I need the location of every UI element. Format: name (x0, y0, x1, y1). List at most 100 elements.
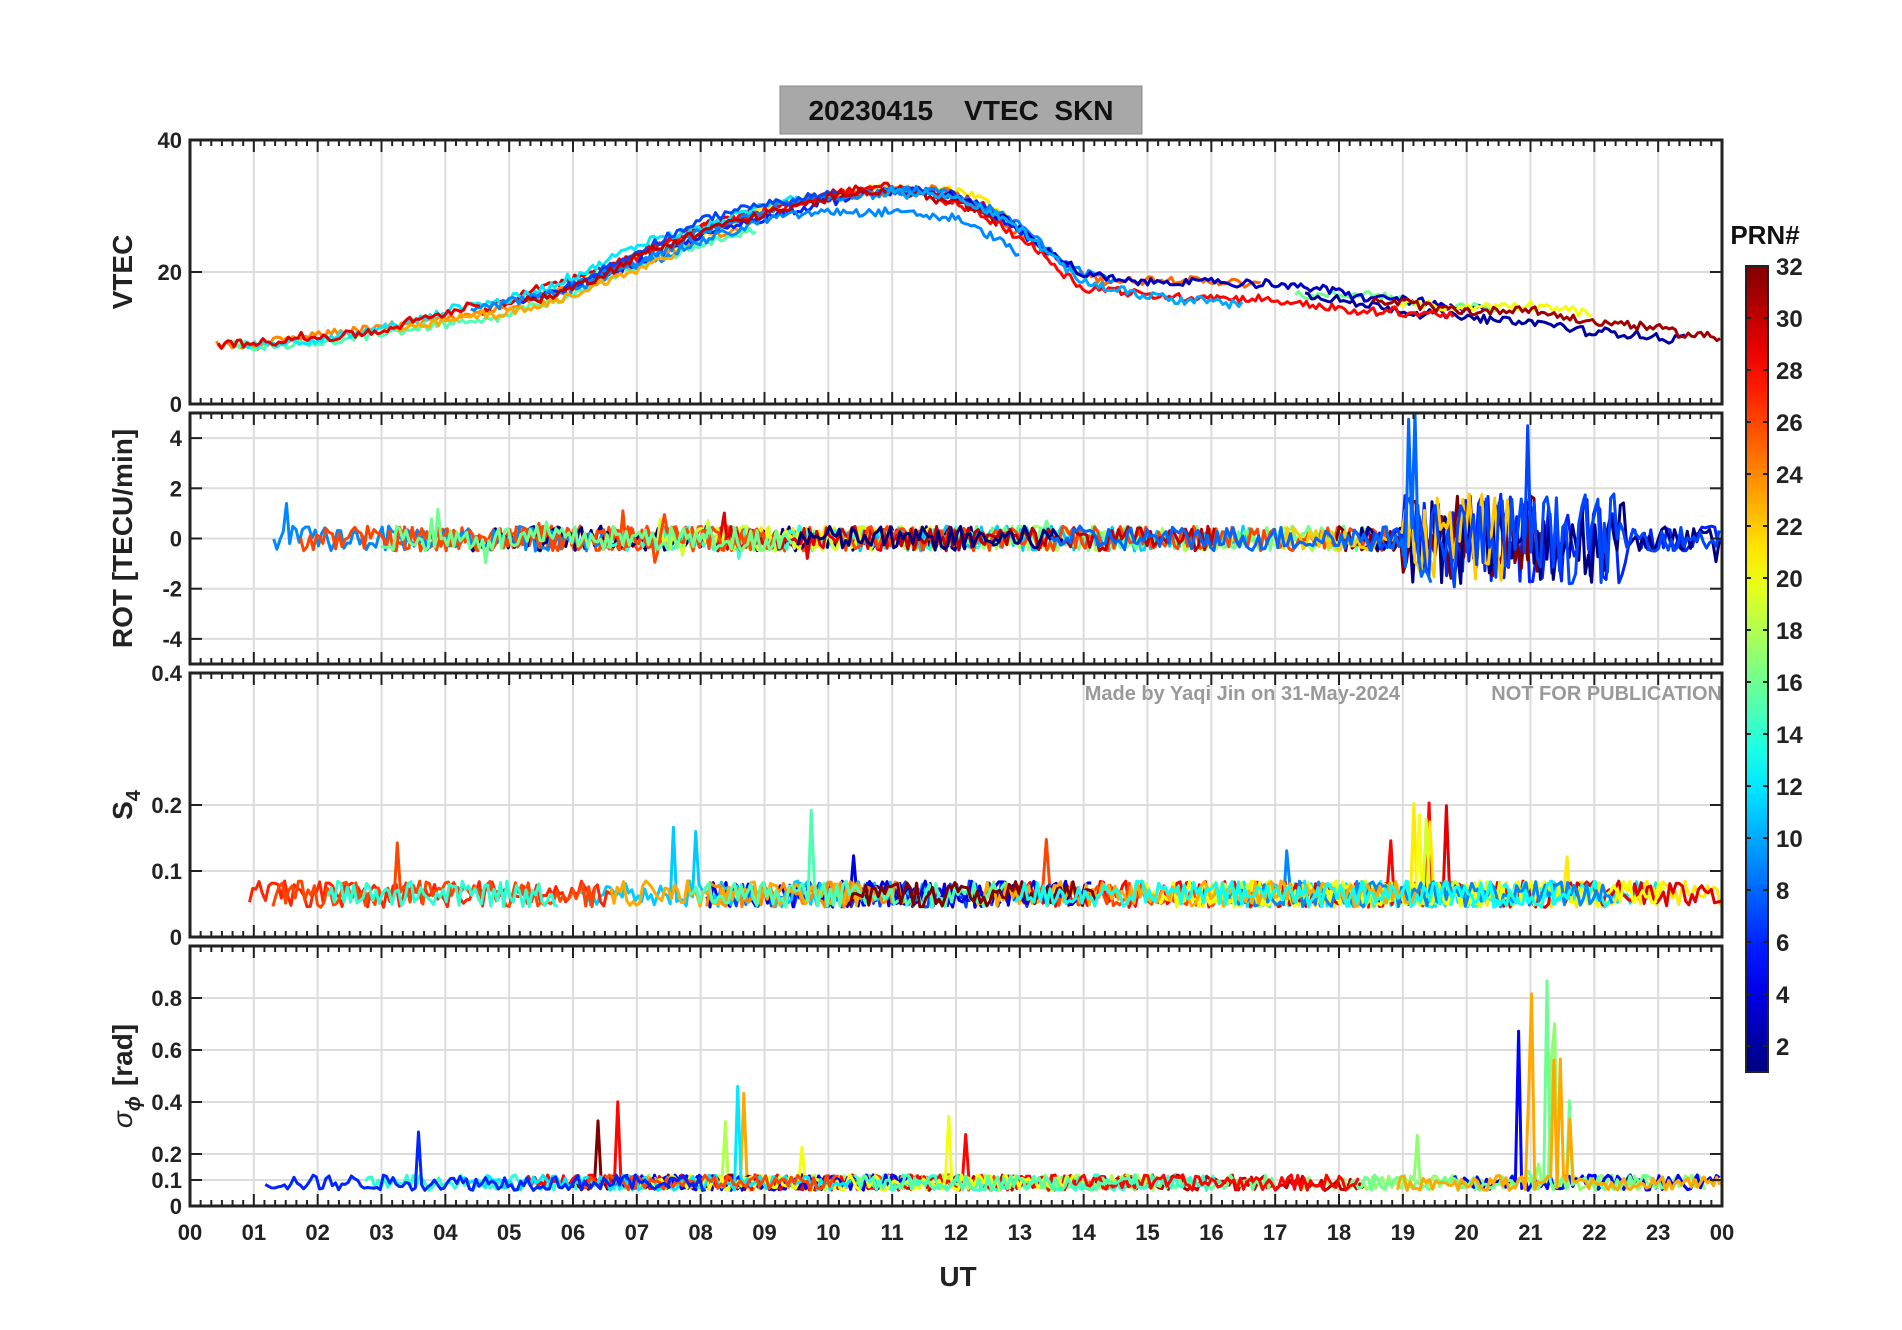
colorbar-tick-label: 26 (1776, 410, 1803, 437)
prn-trace (326, 879, 559, 909)
x-tick-label: 20 (1454, 1220, 1478, 1245)
colorbar-tick-label: 22 (1776, 514, 1803, 541)
y-tick-label: 0.6 (151, 1038, 182, 1063)
y-tick-label: 0.1 (151, 1168, 182, 1193)
y-tick-label: 0.4 (151, 661, 182, 686)
y-axis-label-unit: [rad] (107, 1024, 138, 1086)
x-tick-label: 18 (1327, 1220, 1351, 1245)
prn-trace (1304, 291, 1686, 345)
colorbar-tick-label: 8 (1776, 878, 1789, 905)
x-tick-label: 02 (305, 1220, 329, 1245)
prn-trace (1049, 413, 1433, 584)
y-axis-label-s4: S4 (107, 789, 145, 820)
grid-lines (190, 140, 1722, 1206)
x-tick-label: 22 (1582, 1220, 1606, 1245)
y-tick-label: 0.1 (151, 859, 182, 884)
colorbar-label: PRN# (1730, 220, 1800, 250)
x-tick-label: 14 (1071, 1220, 1096, 1245)
panel-sigma_phi-traces (264, 979, 1722, 1192)
x-axis-label: UT (939, 1261, 976, 1292)
prn-trace (264, 1130, 707, 1192)
prn-trace (561, 189, 838, 294)
y-axis-label-sigma_phi: σϕ [rad] (107, 1024, 145, 1128)
y-tick-label: 0.2 (151, 1142, 182, 1167)
prn-trace (796, 524, 1064, 552)
y-tick-label: -4 (162, 627, 182, 652)
x-tick-label: 10 (816, 1220, 840, 1245)
colorbar-tick-label: 28 (1776, 358, 1803, 385)
x-tick-label: 03 (369, 1220, 393, 1245)
colorbar-tick-label: 32 (1776, 254, 1803, 281)
y-tick-label: 40 (158, 128, 182, 153)
x-tick-label: 06 (561, 1220, 585, 1245)
colorbar-tick-label: 2 (1776, 1034, 1789, 1061)
colorbar-tick-label: 10 (1776, 826, 1803, 853)
x-tick-label: 12 (944, 1220, 968, 1245)
y-tick-label: 20 (158, 260, 182, 285)
prn-trace (848, 880, 1097, 909)
prn-trace (853, 1173, 1146, 1192)
x-tick-label: 11 (881, 1220, 904, 1245)
y-axis-label-sub: 4 (123, 789, 145, 801)
colorbar-tick-label: 24 (1776, 462, 1803, 489)
data-traces (215, 181, 1722, 1192)
x-tick-label: 16 (1199, 1220, 1223, 1245)
prn-trace (1363, 424, 1721, 589)
colorbar-tick-label: 30 (1776, 306, 1803, 333)
prn-trace (883, 186, 1244, 310)
y-tick-label: -2 (162, 577, 182, 602)
prn-trace (1396, 992, 1722, 1192)
title-box (779, 85, 1143, 135)
y-tick-label: 4 (170, 426, 183, 451)
x-tick-label: 05 (497, 1220, 521, 1245)
y-tick-label: 0 (170, 1194, 182, 1219)
y-axis-label-main: σ (107, 1110, 138, 1128)
colorbar-tick-label: 6 (1776, 930, 1789, 957)
x-tick-label: 19 (1391, 1220, 1415, 1245)
x-tick-label: 01 (242, 1220, 266, 1245)
colorbar-tick-label: 4 (1776, 982, 1790, 1009)
x-tick-label: 04 (433, 1220, 458, 1245)
x-tick-label: 17 (1263, 1220, 1287, 1245)
x-tick-label: 13 (1008, 1220, 1032, 1245)
y-tick-label: 0.2 (151, 793, 182, 818)
y-tick-label: 0 (170, 392, 182, 417)
prn-trace (1013, 879, 1572, 909)
prn-trace (1371, 296, 1721, 343)
x-tick-label: 15 (1135, 1220, 1159, 1245)
colorbar-tick-label: 16 (1776, 670, 1803, 697)
colorbar-tick-label: 14 (1776, 722, 1803, 749)
panel-rot-traces (272, 413, 1722, 589)
y-axis-label-sub: ϕ (123, 1096, 145, 1111)
colorbar-tick-label: 12 (1776, 774, 1803, 801)
x-tick-label: 21 (1518, 1220, 1542, 1245)
prn-trace (216, 301, 481, 350)
y-axis-label-rot: ROT [TECU/min] (107, 429, 138, 648)
y-axis-label-vtec: VTEC (107, 235, 138, 310)
x-tick-label: 09 (752, 1220, 776, 1245)
watermark-author: Made by Yaqi Jin on 31-May-2024 (1085, 683, 1401, 705)
y-tick-label: 0.4 (151, 1090, 182, 1115)
watermark-notice: NOT FOR PUBLICATION (1491, 683, 1722, 705)
x-tick-label: 00 (178, 1220, 202, 1245)
panel-vtec-traces (215, 181, 1721, 352)
prn-trace (380, 507, 794, 564)
y-tick-label: 0 (170, 527, 182, 552)
colorbar-gradient (1745, 265, 1769, 1073)
prn-trace (395, 253, 676, 333)
prn-trace (583, 1173, 838, 1192)
axes-frames (188, 138, 1724, 1208)
prn-trace (568, 206, 1020, 288)
colorbar-tick-label: 18 (1776, 618, 1803, 645)
colorbar-tick-label: 20 (1776, 566, 1803, 593)
x-tick-label: 00 (1710, 1220, 1734, 1245)
x-tick-label: 08 (688, 1220, 712, 1245)
panel-s4-traces (248, 801, 1722, 909)
y-tick-label: 0 (170, 925, 182, 950)
prn-trace (689, 808, 1008, 909)
y-tick-label: 2 (170, 476, 182, 501)
x-tick-label: 23 (1646, 1220, 1670, 1245)
